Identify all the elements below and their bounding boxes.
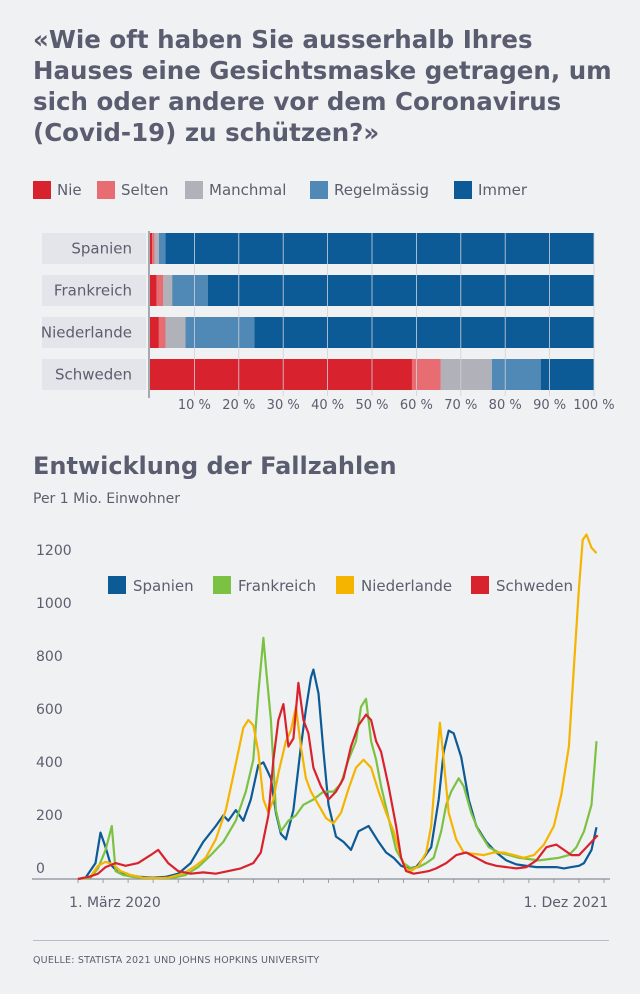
source-divider xyxy=(33,940,609,941)
row-label-bg xyxy=(42,233,146,264)
legend-swatch xyxy=(471,576,489,594)
bar-segment xyxy=(491,359,541,390)
legend-item-manchmal: Manchmal xyxy=(185,181,286,199)
legend-label-selten: Selten xyxy=(121,181,169,199)
category-label: Schweden xyxy=(55,366,132,384)
y-tick-label: 200 xyxy=(36,808,63,824)
legend-swatch xyxy=(213,576,231,594)
bar-segment xyxy=(207,275,594,306)
line-chart-title: Entwicklung der Fallzahlen xyxy=(33,452,397,480)
y-tick-label: 0 xyxy=(36,861,45,877)
stacked-bar-chart: Spanien Frankreich Niederlande Schweden 10 %… xyxy=(41,231,615,413)
y-tick-label: 600 xyxy=(36,702,63,718)
category-label: Spanien xyxy=(71,240,132,258)
bar-segment xyxy=(150,359,412,390)
swatch-manchmal xyxy=(185,181,203,199)
bar-segment xyxy=(150,275,157,306)
series-line xyxy=(77,681,599,881)
x-tick-label: 70 % xyxy=(444,398,477,413)
category-label: Niederlande xyxy=(41,324,132,342)
legend-item-selten: Selten xyxy=(97,181,169,199)
category-label: Frankreich xyxy=(54,282,132,300)
x-tick-label: 30 % xyxy=(267,398,300,413)
legend-swatch xyxy=(108,576,126,594)
bar-segment xyxy=(156,275,164,306)
row-label-bg xyxy=(42,359,146,390)
bar-segment xyxy=(165,317,186,348)
bar-segment xyxy=(150,233,153,264)
x-tick-label: 40 % xyxy=(311,398,344,413)
legend-label-manchmal: Manchmal xyxy=(209,181,287,199)
row-label-bg xyxy=(42,317,146,348)
y-tick-label: 400 xyxy=(36,755,63,771)
legend-label: Schweden xyxy=(496,577,573,595)
legend-label-regelmaessig: Regelmässig xyxy=(334,181,430,199)
x-label-end: 1. Dez 2021 xyxy=(524,895,609,911)
x-tick-label: 50 % xyxy=(355,398,388,413)
y-tick-label: 1000 xyxy=(36,596,72,612)
x-tick-label: 10 % xyxy=(178,398,211,413)
bar-segment xyxy=(540,359,594,390)
bar-segment xyxy=(158,233,166,264)
line-chart-subtitle: Per 1 Mio. Einwohner xyxy=(33,491,181,507)
legend-item-immer: Immer xyxy=(454,181,527,199)
bar-segment xyxy=(172,275,208,306)
x-tick-label: 90 % xyxy=(533,398,566,413)
swatch-selten xyxy=(97,181,115,199)
legend-item-regelmaessig: Regelmässig xyxy=(310,181,429,199)
bar-segment xyxy=(185,317,255,348)
x-tick-label: 60 % xyxy=(400,398,433,413)
y-tick-label: 800 xyxy=(36,649,63,665)
x-label-start: 1. März 2020 xyxy=(69,895,161,911)
series-line xyxy=(77,668,598,881)
bar-segment xyxy=(254,317,594,348)
legend-label: Spanien xyxy=(133,577,194,595)
series-line xyxy=(77,636,598,881)
y-tick-label: 1200 xyxy=(36,543,72,559)
bar-segment xyxy=(163,275,173,306)
bar-segment xyxy=(152,233,155,264)
legend-swatch xyxy=(336,576,354,594)
x-tick-label: 80 % xyxy=(489,398,522,413)
legend-label-immer: Immer xyxy=(478,181,528,199)
legend-label: Niederlande xyxy=(361,577,452,595)
chart-title: «Wie oft haben Sie ausserhalb Ihres Haus… xyxy=(33,25,612,147)
source-note: QUELLE: STATISTA 2021 UND JOHNS HOPKINS … xyxy=(33,955,320,966)
line-chart: 0 200 400 600 800 1000 1200 1. März 2020 1. Dez … xyxy=(32,533,610,911)
swatch-regelmaessig xyxy=(310,181,328,199)
x-tick-label: 20 % xyxy=(222,398,255,413)
bar-segment xyxy=(158,317,166,348)
legend-item-nie: Nie xyxy=(33,181,82,199)
row-label-bg xyxy=(42,275,146,306)
legend-label-nie: Nie xyxy=(57,181,82,199)
swatch-nie xyxy=(33,181,51,199)
bar-segment xyxy=(440,359,492,390)
x-tick-label: 100 % xyxy=(573,398,614,413)
bar-segment xyxy=(154,233,159,264)
legend-label: Frankreich xyxy=(238,577,316,595)
bar-segment xyxy=(165,233,595,264)
series-line xyxy=(77,533,598,881)
bar-segment xyxy=(150,317,159,348)
swatch-immer xyxy=(454,181,472,199)
